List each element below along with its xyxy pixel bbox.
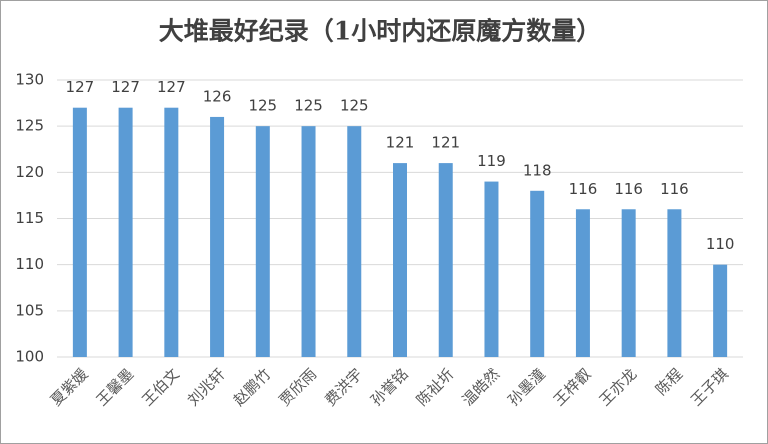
data-label: 126 bbox=[203, 87, 232, 105]
data-label: 116 bbox=[569, 180, 598, 198]
bar bbox=[667, 209, 682, 357]
data-label: 116 bbox=[614, 180, 643, 198]
data-label: 127 bbox=[66, 78, 95, 96]
data-label: 121 bbox=[386, 134, 415, 152]
y-tick-label: 130 bbox=[15, 71, 44, 89]
data-label: 127 bbox=[157, 78, 186, 96]
y-tick-label: 105 bbox=[15, 301, 44, 319]
data-label: 119 bbox=[477, 152, 506, 170]
bar bbox=[164, 107, 179, 357]
data-label: 118 bbox=[523, 161, 552, 179]
bar bbox=[438, 163, 453, 357]
bar bbox=[255, 126, 270, 358]
data-label: 125 bbox=[248, 97, 277, 115]
data-label: 121 bbox=[431, 134, 460, 152]
data-label: 125 bbox=[294, 97, 323, 115]
bar bbox=[575, 209, 590, 357]
y-tick-label: 125 bbox=[15, 117, 44, 135]
y-tick-label: 120 bbox=[15, 163, 44, 181]
data-label: 116 bbox=[660, 180, 689, 198]
y-tick-label: 110 bbox=[15, 255, 44, 273]
y-tick-label: 115 bbox=[15, 209, 44, 227]
bar bbox=[301, 126, 316, 358]
y-tick-label: 100 bbox=[15, 348, 44, 366]
data-label: 127 bbox=[111, 78, 140, 96]
data-label: 125 bbox=[340, 97, 369, 115]
chart-title: 大堆最好纪录（1小时内还原魔方数量） bbox=[159, 17, 601, 46]
bar bbox=[621, 209, 636, 357]
bar bbox=[713, 264, 728, 357]
bar bbox=[210, 116, 225, 357]
bar bbox=[118, 107, 133, 357]
bar bbox=[393, 163, 407, 357]
bar bbox=[530, 190, 545, 357]
bar bbox=[347, 126, 362, 358]
bar bbox=[484, 181, 499, 357]
bar bbox=[72, 107, 87, 357]
data-label: 110 bbox=[706, 235, 735, 253]
